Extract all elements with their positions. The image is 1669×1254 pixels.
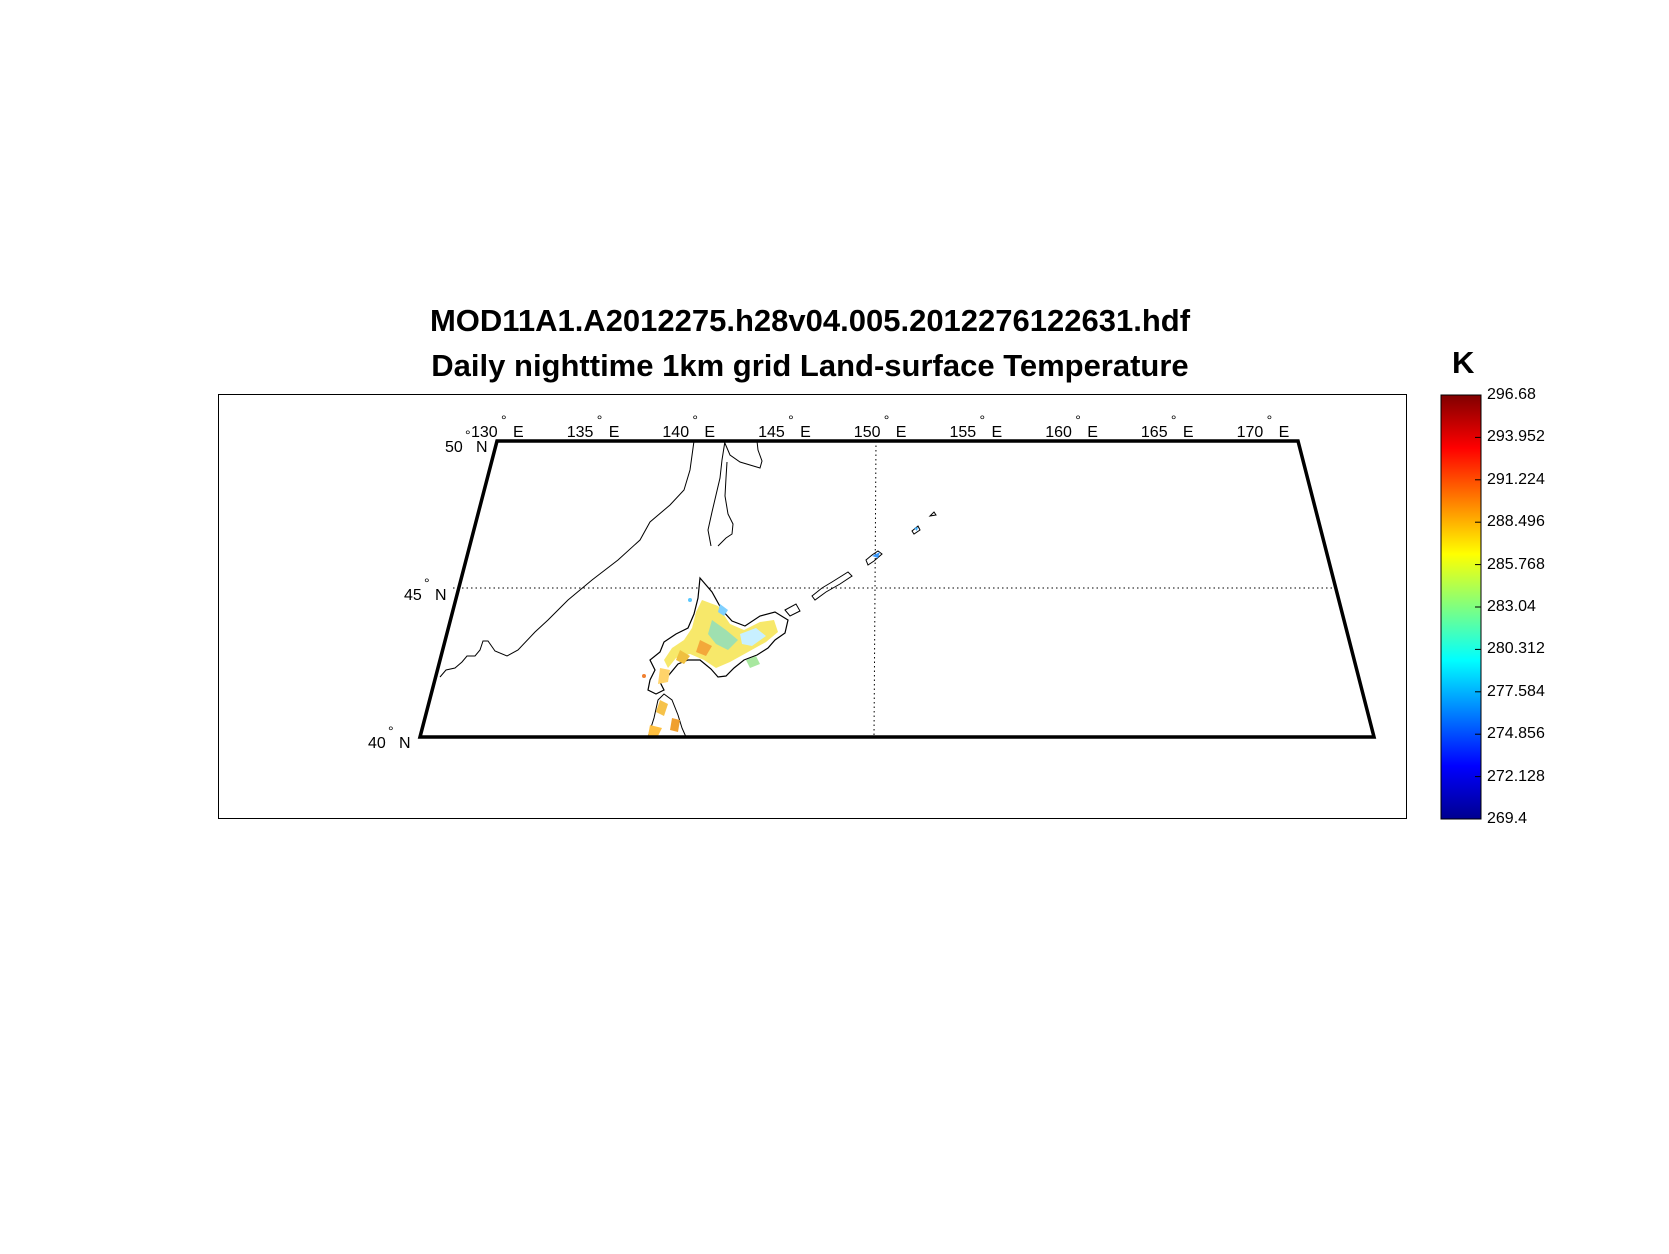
lon-label-170: 170 xyxy=(1237,424,1264,441)
axes-frame xyxy=(218,394,1407,819)
coastline-kuril-islands xyxy=(784,511,937,617)
gridline-lon-150 xyxy=(873,440,877,738)
colorbar-tick-label: 291.224 xyxy=(1487,470,1545,488)
coastline-sakhalin xyxy=(707,440,763,547)
degree-symbol: ° xyxy=(597,412,603,428)
degree-symbol: ° xyxy=(884,412,890,428)
lat-label-50: 50 xyxy=(445,439,463,456)
lon-label-155: 155 xyxy=(950,424,977,441)
colorbar-tick-label: 274.856 xyxy=(1487,725,1545,743)
degree-symbol: ° xyxy=(1075,412,1081,428)
degree-symbol: ° xyxy=(424,575,430,591)
coastline-asia-mainland xyxy=(439,440,695,678)
colorbar-tick-marks xyxy=(1475,436,1481,778)
degree-symbol: ° xyxy=(1171,412,1177,428)
colorbar-tick-label: 280.312 xyxy=(1487,640,1545,658)
degree-symbol: ° xyxy=(1267,412,1273,428)
chart-title: MOD11A1.A2012275.h28v04.005.201227612263… xyxy=(215,298,1405,388)
east-suffix: E xyxy=(1183,424,1194,441)
colorbar-tick-label: 285.768 xyxy=(1487,555,1545,573)
lat-label-40: 40 xyxy=(368,735,386,752)
north-suffix: N xyxy=(435,587,447,604)
lon-label-145: 145 xyxy=(758,424,785,441)
map-boundary xyxy=(417,439,1377,739)
degree-symbol: ° xyxy=(388,723,394,739)
east-suffix: E xyxy=(513,424,524,441)
east-suffix: E xyxy=(1087,424,1098,441)
degree-symbol: ° xyxy=(465,427,471,443)
lst-raster xyxy=(642,527,918,736)
lat-labels: 50°N45°N40°N xyxy=(368,427,488,752)
lon-labels: 130°E 135°E 140°E 145°E 150°E 155°E 160°E 165°E… xyxy=(471,412,1289,441)
colorbar-tick-label: 293.952 xyxy=(1487,428,1545,446)
lat-label-45: 45 xyxy=(404,587,422,604)
colorbar-tick-label: 277.584 xyxy=(1487,682,1545,700)
degree-symbol: ° xyxy=(501,412,507,428)
colorbar-tick-label: 296.68 xyxy=(1487,386,1536,403)
colorbar-tick-label: 283.04 xyxy=(1487,598,1536,615)
east-suffix: E xyxy=(800,424,811,441)
colorbar-unit: K xyxy=(1452,345,1475,380)
colorbar-tick-label: 269.4 xyxy=(1487,810,1528,827)
colorbar xyxy=(1440,394,1482,820)
lon-label-150: 150 xyxy=(854,424,881,441)
lon-label-135: 135 xyxy=(567,424,594,441)
degree-symbol: ° xyxy=(692,412,698,428)
lon-label-165: 165 xyxy=(1141,424,1168,441)
east-suffix: E xyxy=(992,424,1003,441)
colorbar-tick-label: 288.496 xyxy=(1487,513,1545,531)
colorbar-tick-label: 272.128 xyxy=(1487,767,1545,785)
lon-label-160: 160 xyxy=(1045,424,1072,441)
east-suffix: E xyxy=(1279,424,1290,441)
degree-symbol: ° xyxy=(980,412,986,428)
east-suffix: E xyxy=(609,424,620,441)
east-suffix: E xyxy=(896,424,907,441)
north-suffix: N xyxy=(399,735,411,752)
north-suffix: N xyxy=(476,439,488,456)
title-line-2: Daily nighttime 1km grid Land-surface Te… xyxy=(431,348,1189,383)
lon-label-140: 140 xyxy=(662,424,689,441)
lon-label-130: 130 xyxy=(471,424,498,441)
coastline-honshu-north xyxy=(647,693,687,738)
title-line-1: MOD11A1.A2012275.h28v04.005.201227612263… xyxy=(429,303,1191,338)
degree-symbol: ° xyxy=(788,412,794,428)
east-suffix: E xyxy=(704,424,715,441)
